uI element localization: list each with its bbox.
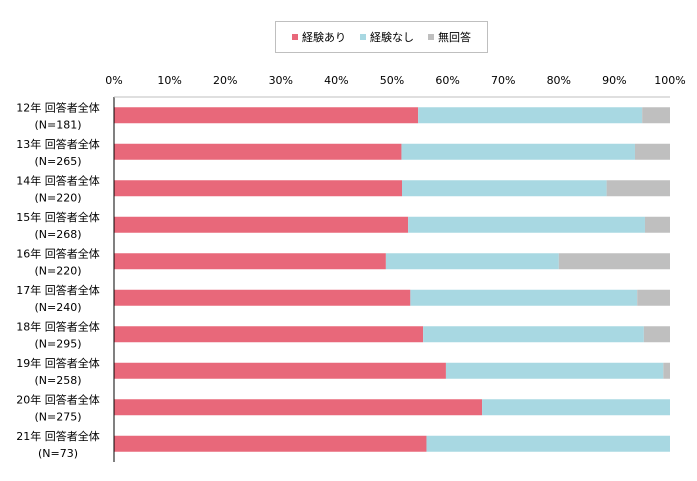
bar-segment-experienced bbox=[114, 107, 419, 124]
bar-segment-no-answer bbox=[637, 289, 670, 306]
category-label: 15年 回答者全体 bbox=[16, 210, 100, 224]
chart-legend: 経験あり 経験なし 無回答 bbox=[275, 21, 488, 53]
bar-segment-experienced bbox=[114, 180, 403, 197]
bar-segment-not-experienced bbox=[426, 435, 670, 452]
bar-segment-not-experienced bbox=[402, 180, 607, 197]
bar-segment-not-experienced bbox=[418, 107, 643, 124]
bar-segment-no-answer bbox=[643, 326, 670, 343]
bar-segment-not-experienced bbox=[401, 143, 635, 160]
bar-segment-experienced bbox=[114, 435, 427, 452]
x-tick-label: 90% bbox=[602, 74, 626, 87]
x-tick-label: 50% bbox=[380, 74, 404, 87]
legend-label-no-answer: 無回答 bbox=[438, 31, 471, 44]
bar-segment-no-answer bbox=[663, 362, 670, 379]
bar-segment-experienced bbox=[114, 216, 409, 233]
legend-label-experienced: 経験あり bbox=[302, 31, 346, 44]
category-sample-size: (N=295) bbox=[34, 337, 81, 350]
bar-segment-not-experienced bbox=[408, 216, 645, 233]
category-sample-size: (N=181) bbox=[34, 118, 81, 131]
legend-swatch-experienced bbox=[292, 34, 298, 40]
x-tick-label: 0% bbox=[105, 74, 122, 87]
bar-segment-experienced bbox=[114, 253, 386, 270]
legend-swatch-no-answer bbox=[428, 34, 434, 40]
bar-segment-no-answer bbox=[558, 253, 670, 270]
category-sample-size: (N=220) bbox=[34, 191, 81, 204]
category-label: 20年 回答者全体 bbox=[16, 392, 100, 406]
x-tick-label: 100% bbox=[654, 74, 685, 87]
bar-segment-not-experienced bbox=[445, 362, 664, 379]
legend-label-not-experienced: 経験なし bbox=[370, 31, 414, 44]
category-sample-size: (N=73) bbox=[38, 447, 78, 460]
bar-segment-no-answer bbox=[606, 180, 670, 197]
category-label: 16年 回答者全体 bbox=[16, 246, 100, 260]
x-tick-label: 10% bbox=[157, 74, 181, 87]
x-tick-label: 60% bbox=[435, 74, 459, 87]
x-tick-label: 40% bbox=[324, 74, 348, 87]
bar-segment-not-experienced bbox=[410, 289, 638, 306]
bar-segment-experienced bbox=[114, 399, 483, 416]
category-sample-size: (N=240) bbox=[34, 301, 81, 314]
bar-segment-not-experienced bbox=[482, 399, 670, 416]
bar-segment-no-answer bbox=[634, 143, 670, 160]
category-sample-size: (N=258) bbox=[34, 374, 81, 387]
x-tick-label: 70% bbox=[491, 74, 515, 87]
bar-segment-no-answer bbox=[644, 216, 670, 233]
category-sample-size: (N=275) bbox=[34, 410, 81, 423]
category-sample-size: (N=220) bbox=[34, 264, 81, 277]
category-label: 19年 回答者全体 bbox=[16, 356, 100, 370]
category-sample-size: (N=268) bbox=[34, 228, 81, 241]
category-label: 12年 回答者全体 bbox=[16, 100, 100, 114]
legend-item-not-experienced: 経験なし bbox=[360, 29, 414, 45]
bar-segment-experienced bbox=[114, 289, 411, 306]
x-tick-label: 30% bbox=[269, 74, 293, 87]
x-tick-label: 80% bbox=[547, 74, 571, 87]
category-label: 21年 回答者全体 bbox=[16, 429, 100, 443]
category-label: 17年 回答者全体 bbox=[16, 283, 100, 297]
legend-swatch-not-experienced bbox=[360, 34, 366, 40]
bar-segment-no-answer bbox=[642, 107, 670, 124]
category-label: 18年 回答者全体 bbox=[16, 319, 100, 333]
bar-segment-experienced bbox=[114, 326, 424, 343]
legend-item-experienced: 経験あり bbox=[292, 29, 346, 45]
category-label: 14年 回答者全体 bbox=[16, 173, 100, 187]
category-label: 13年 回答者全体 bbox=[16, 137, 100, 151]
bar-segment-experienced bbox=[114, 143, 402, 160]
bar-segment-not-experienced bbox=[385, 253, 559, 270]
x-tick-label: 20% bbox=[213, 74, 237, 87]
category-sample-size: (N=265) bbox=[34, 155, 81, 168]
legend-item-no-answer: 無回答 bbox=[428, 29, 471, 45]
bar-segment-experienced bbox=[114, 362, 446, 379]
bar-segment-not-experienced bbox=[423, 326, 644, 343]
